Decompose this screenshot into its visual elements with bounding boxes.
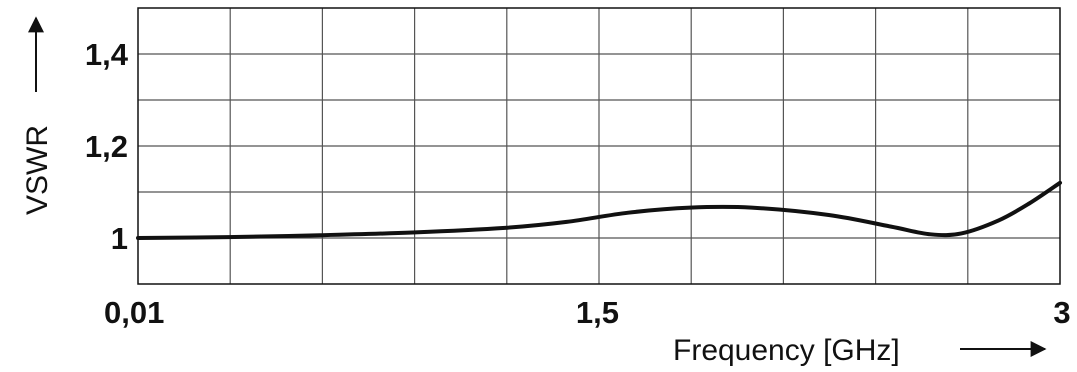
- x-axis-title: Frequency [GHz]: [673, 334, 900, 367]
- x-tick-label: 0,01: [104, 295, 164, 330]
- vswr-series-line: [136, 180, 1062, 240]
- y-tick-labels: 1 1,2 1,4: [85, 37, 129, 256]
- y-tick-label: 1,2: [85, 129, 128, 164]
- x-tick-label: 3: [1053, 295, 1070, 330]
- x-tick-label: 1,5: [576, 295, 619, 330]
- plot-area-frame: [137, 7, 1061, 285]
- y-axis-title: VSWR: [21, 125, 54, 215]
- y-tick-label: 1: [111, 221, 128, 256]
- grid-lines: [138, 8, 1060, 284]
- y-tick-label: 1,4: [85, 37, 129, 72]
- x-tick-labels: 0,01 1,5 3: [104, 295, 1071, 330]
